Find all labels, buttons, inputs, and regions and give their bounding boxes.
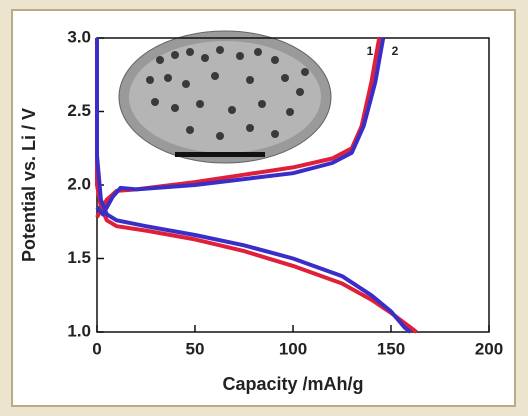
y-tick-label: 2.0 xyxy=(67,174,91,193)
y-tick-label: 3.0 xyxy=(67,27,91,46)
y-tick-label: 1.5 xyxy=(67,248,91,267)
x-tick-label: 100 xyxy=(279,339,307,358)
y-axis-title: Potential vs. Li / V xyxy=(19,108,39,262)
inset-core xyxy=(129,41,321,153)
y-tick-label: 2.5 xyxy=(67,101,91,120)
x-tick-label: 200 xyxy=(475,339,503,358)
x-tick-label: 150 xyxy=(377,339,405,358)
x-tick-label: 0 xyxy=(92,339,101,358)
series-label: 2 xyxy=(392,44,399,58)
x-axis-title: Capacity /mAh/g xyxy=(222,374,363,394)
x-tick-label: 50 xyxy=(186,339,205,358)
scale-bar xyxy=(175,152,265,157)
y-tick-label: 1.0 xyxy=(67,321,91,340)
series-label: 1 xyxy=(367,44,374,58)
series-line xyxy=(95,37,412,334)
inset-micrograph xyxy=(118,30,332,164)
inset-particles xyxy=(146,46,309,140)
